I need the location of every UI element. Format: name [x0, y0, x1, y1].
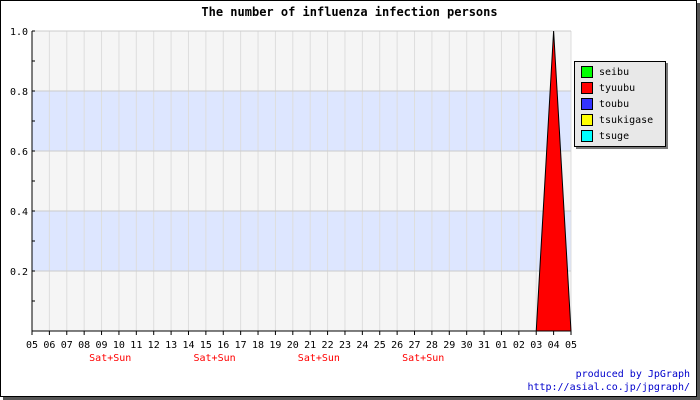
legend-swatch [581, 98, 593, 110]
x-tick-label: 10 [113, 340, 125, 351]
legend-item: seibu [581, 64, 665, 80]
legend-label: tsukigase [599, 114, 654, 126]
legend-swatch [581, 130, 593, 142]
plot-background [32, 31, 571, 331]
x-tick-label: 22 [322, 340, 334, 351]
y-tick-label: 0.2 [10, 267, 28, 278]
background-band [32, 211, 571, 271]
x-tick-label: 14 [182, 340, 194, 351]
x-tick-label: 02 [513, 340, 525, 351]
background-band [32, 91, 571, 151]
x-tick-label: 06 [43, 340, 55, 351]
x-tick-label: 27 [408, 340, 420, 351]
x-tick-label: 18 [252, 340, 264, 351]
x-tick-label: 07 [61, 340, 73, 351]
x-tick-label: 09 [96, 340, 108, 351]
credit-link[interactable]: http://asial.co.jp/jpgraph/ [527, 382, 690, 393]
legend-item: tsuge [581, 128, 665, 144]
x-tick-label: 15 [200, 340, 212, 351]
credit-text: produced by JpGraph [575, 369, 690, 380]
x-tick-label: 24 [356, 340, 368, 351]
x-tick-label: 29 [443, 340, 455, 351]
x-tick-label: 01 [495, 340, 507, 351]
y-tick-label: 0.4 [10, 207, 28, 218]
x-tick-label: 19 [269, 340, 281, 351]
legend-swatch [581, 114, 593, 126]
legend-label: tyuubu [599, 82, 636, 94]
x-tick-label: 12 [148, 340, 160, 351]
x-tick-label: 11 [130, 340, 142, 351]
legend-swatch [581, 82, 593, 94]
x-tick-label: 17 [235, 340, 247, 351]
x-tick-label: 26 [391, 340, 403, 351]
legend-item: toubu [581, 96, 665, 112]
y-tick-label: 0.6 [10, 147, 28, 158]
legend-label: tsuge [599, 130, 630, 142]
legend-label: toubu [599, 98, 630, 110]
legend-label: seibu [599, 66, 630, 78]
x-tick-label: 13 [165, 340, 177, 351]
legend-swatch [581, 66, 593, 78]
x-tick-label: 30 [461, 340, 473, 351]
x-tick-label: 05 [26, 340, 38, 351]
weekend-label: Sat+Sun [193, 353, 235, 364]
legend-item: tsukigase [581, 112, 665, 128]
x-tick-label: 21 [304, 340, 316, 351]
y-tick-label: 1.0 [10, 27, 28, 38]
x-tick-label: 25 [374, 340, 386, 351]
chart-title: The number of influenza infection person… [201, 5, 498, 19]
weekend-label: Sat+Sun [402, 353, 444, 364]
x-tick-label: 23 [339, 340, 351, 351]
x-tick-label: 31 [478, 340, 490, 351]
y-tick-label: 0.8 [10, 87, 28, 98]
x-tick-label: 08 [78, 340, 90, 351]
x-tick-label: 04 [548, 340, 560, 351]
x-tick-label: 03 [530, 340, 542, 351]
legend: seibu tyuubu toubu tsukigase tsuge [574, 61, 666, 147]
x-tick-label: 20 [287, 340, 299, 351]
weekend-label: Sat+Sun [298, 353, 340, 364]
x-tick-label: 16 [217, 340, 229, 351]
x-tick-label: 05 [565, 340, 577, 351]
x-tick-label: 28 [426, 340, 438, 351]
weekend-label: Sat+Sun [89, 353, 131, 364]
legend-item: tyuubu [581, 80, 665, 96]
